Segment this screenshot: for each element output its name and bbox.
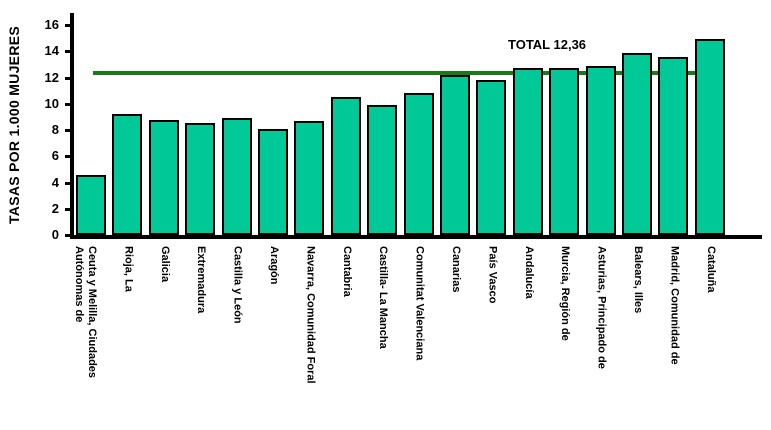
- y-tick-label: 0: [51, 227, 59, 242]
- y-tick-label: 4: [51, 174, 59, 190]
- bar: [76, 174, 106, 235]
- x-axis-label: Navarra, Comunidad Foral: [304, 246, 317, 384]
- bar: [658, 56, 689, 235]
- y-tick-label: 12: [44, 69, 59, 85]
- y-tick-mark: [65, 155, 71, 159]
- y-tick-mark: [65, 76, 71, 80]
- x-axis-label: Ceuta y Melilla, Ciudades Autónomas de: [73, 246, 98, 379]
- y-tick-mark: [65, 102, 71, 106]
- x-axis-label: Galicia: [158, 246, 171, 283]
- y-tick-label: 10: [44, 95, 59, 111]
- y-tick-label: 2: [51, 200, 59, 216]
- x-axis-label: Castilla y León: [231, 246, 244, 324]
- x-axis-label: Aragón: [268, 246, 280, 285]
- y-tick-label: 6: [51, 148, 59, 164]
- y-tick-mark: [65, 50, 71, 54]
- y-axis-line: [70, 13, 74, 239]
- bar: [367, 105, 398, 235]
- total-reference-label: TOTAL 12,36: [508, 37, 587, 52]
- x-axis-label: Cantabria: [340, 246, 353, 297]
- x-axis-label: Asturias, Principado de: [595, 246, 608, 369]
- bar: [476, 80, 507, 235]
- y-tick-mark: [65, 181, 71, 185]
- bar: [622, 52, 652, 235]
- y-tick-mark: [65, 234, 71, 237]
- bar: [221, 118, 252, 235]
- x-axis-label: Castilla- La Mancha: [377, 246, 390, 349]
- x-axis-label: Madrid, Comunidad de: [668, 246, 681, 365]
- bar: [294, 120, 325, 235]
- x-axis-label: Canarias: [450, 246, 462, 293]
- x-axis-label: Murcia, Región de: [559, 246, 572, 341]
- bar: [330, 97, 361, 235]
- bar: [185, 123, 216, 235]
- bar: [403, 93, 434, 235]
- bar: [694, 39, 725, 235]
- y-tick-label: 14: [44, 43, 59, 59]
- bar: [585, 65, 616, 235]
- x-axis-line: [70, 235, 762, 239]
- x-axis-label: Balears, Illes: [632, 246, 644, 314]
- x-axis-label: País Vasco: [486, 246, 499, 304]
- x-axis-label: Cataluña: [704, 246, 717, 293]
- bar: [148, 119, 179, 235]
- bar: [440, 74, 470, 235]
- total-reference-line: [93, 70, 711, 75]
- y-tick-label: 8: [51, 122, 59, 137]
- y-tick-mark: [65, 129, 71, 132]
- x-axis-label: Andalucía: [522, 246, 535, 299]
- bar: [549, 68, 580, 235]
- y-tick-mark: [65, 207, 71, 211]
- bar: [112, 114, 143, 235]
- x-axis-label: Rioja, La: [122, 246, 135, 292]
- y-tick-label: 16: [44, 17, 59, 32]
- y-tick-mark: [65, 24, 71, 27]
- x-axis-label: Extremadura: [195, 246, 208, 314]
- x-axis-label: Comunitat Valenciana: [413, 246, 426, 361]
- bar: [258, 128, 288, 235]
- bar: [512, 68, 543, 235]
